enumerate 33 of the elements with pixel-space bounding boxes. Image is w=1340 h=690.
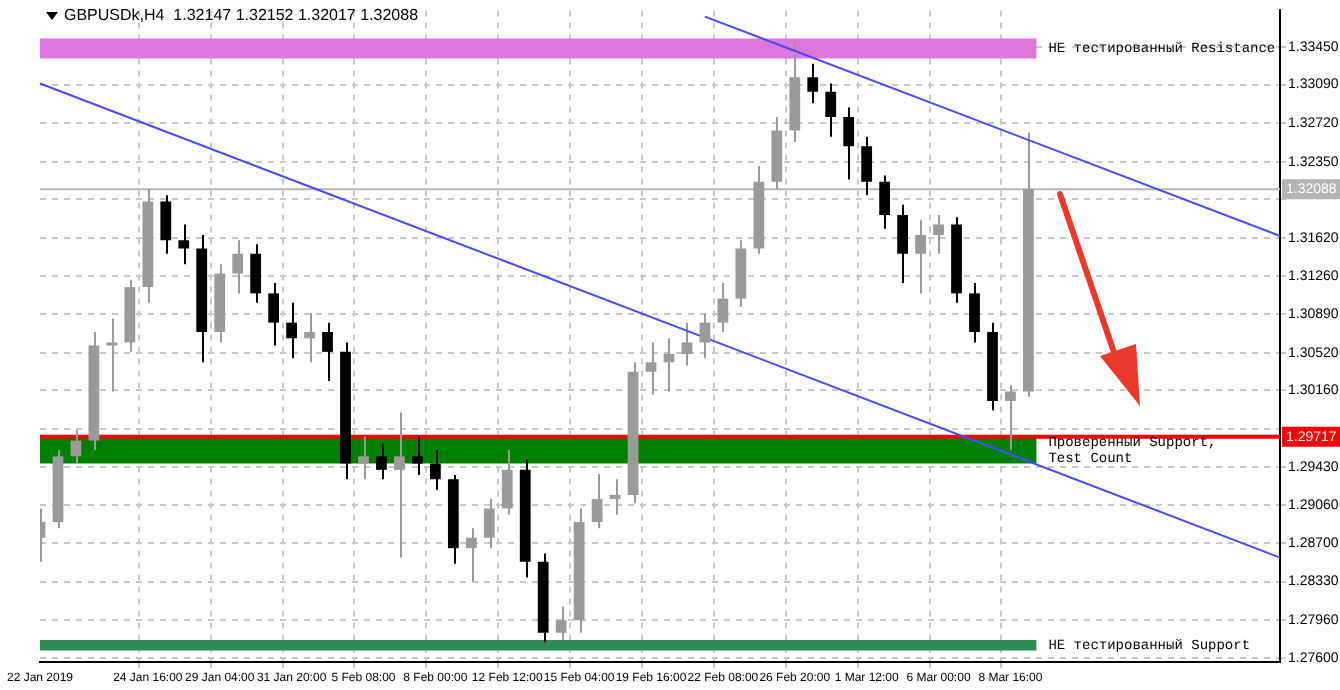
chart-title: GBPUSDk,H4 1.32147 1.32152 1.32017 1.32088 [64, 6, 420, 25]
candlestick [555, 605, 567, 642]
candlestick [807, 62, 819, 105]
candlestick [412, 435, 423, 477]
candlestick [376, 442, 387, 481]
candlestick [879, 174, 891, 230]
candlestick [429, 449, 441, 491]
candlestick [232, 239, 244, 295]
candlestick [178, 223, 190, 266]
candlestick [286, 301, 297, 360]
candlestick [250, 243, 262, 304]
candlestick [591, 473, 603, 530]
candlestick [322, 321, 333, 383]
candlestick [465, 527, 477, 583]
candlestick [483, 498, 495, 550]
candlestick [915, 219, 926, 295]
candlestick [645, 341, 657, 396]
candlestick [501, 449, 513, 516]
candlestick [717, 281, 729, 334]
candlestick [969, 281, 980, 344]
candlestick [933, 214, 944, 255]
candlestick [160, 194, 172, 255]
candlestick [394, 411, 405, 559]
candlestick [897, 203, 908, 284]
candlestick [268, 281, 280, 347]
candlestick [304, 312, 315, 364]
candlestick [861, 135, 873, 197]
candlestick [106, 317, 118, 393]
candlestick [681, 321, 693, 367]
candlestick [358, 435, 369, 481]
candlestick [1005, 384, 1016, 452]
candlestick [825, 82, 837, 138]
candlestick [843, 106, 855, 181]
